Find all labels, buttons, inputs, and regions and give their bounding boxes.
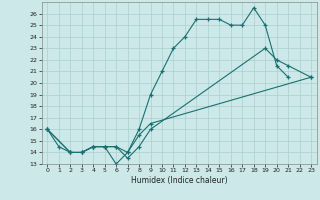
- X-axis label: Humidex (Indice chaleur): Humidex (Indice chaleur): [131, 176, 228, 185]
